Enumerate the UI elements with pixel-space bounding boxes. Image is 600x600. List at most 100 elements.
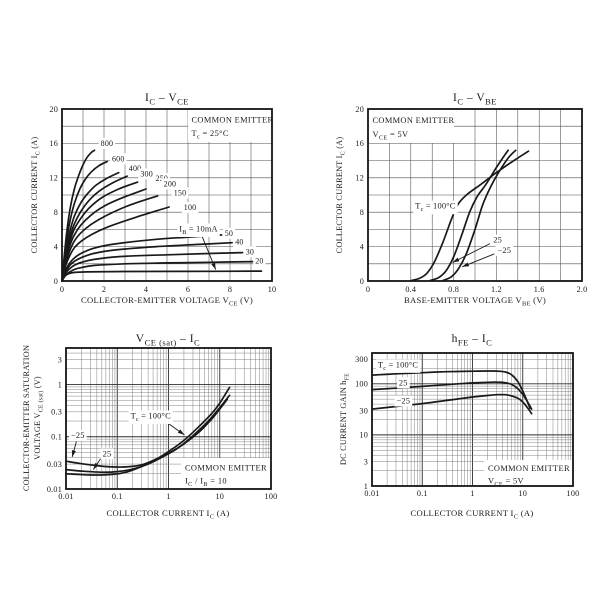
x-tick-label: 0.1 bbox=[112, 492, 123, 501]
annotation-arrow-line bbox=[452, 243, 491, 263]
plot-border bbox=[371, 352, 574, 487]
inset-conditions: COMMON EMITTER VCE = 5V bbox=[369, 110, 454, 143]
curve-Tc = 25°C bbox=[65, 394, 231, 474]
annotation: IB = 10mA bbox=[177, 223, 220, 270]
annotation-arrow-head bbox=[211, 262, 216, 270]
annotation: −25 bbox=[394, 395, 413, 407]
inset-line: VCE = 5V bbox=[488, 477, 524, 489]
chart-hfe-ic: COMMON EMITTER VCE = 5V Tc = 100°C 25 −25 0.0… bbox=[339, 333, 579, 521]
curve-label-group: 40 bbox=[233, 236, 246, 248]
curves bbox=[371, 370, 533, 415]
label-mask bbox=[128, 410, 174, 424]
x-axis-title: BASE-EMITTER VOLTAGE VBE (V) bbox=[404, 295, 546, 308]
annotation-text: −25 bbox=[71, 431, 85, 440]
label-mask bbox=[68, 430, 87, 442]
curve-IB = 30 mA bbox=[61, 251, 244, 282]
annotation: Tc = 100°C bbox=[413, 200, 458, 215]
annotation-arrow-head bbox=[71, 450, 76, 457]
plot-border bbox=[65, 347, 272, 490]
annotation-text: Tc = 100°C bbox=[131, 411, 172, 423]
x-tick-label: 4 bbox=[144, 285, 148, 294]
curve-label-group: 20 bbox=[253, 255, 266, 267]
inset-box bbox=[484, 460, 572, 485]
y-tick-label: 30 bbox=[359, 406, 368, 415]
y-tick-label: 1 bbox=[58, 380, 62, 389]
inset-line: COMMON EMITTER bbox=[488, 464, 570, 473]
y-tick-label: 3 bbox=[58, 355, 62, 364]
x-tick-label: 0 bbox=[366, 285, 370, 294]
x-tick-label: 1 bbox=[166, 492, 170, 501]
x-tick-label: 6 bbox=[186, 285, 190, 294]
y-tick-label: 0.03 bbox=[47, 460, 62, 469]
label-mask bbox=[222, 227, 236, 239]
annotation-text: 25 bbox=[399, 378, 408, 387]
curve-Tc = −25°C bbox=[371, 393, 533, 415]
label-mask bbox=[491, 234, 504, 246]
curve-label: 300 bbox=[140, 169, 153, 178]
curve-label: 40 bbox=[235, 237, 243, 246]
curve-label-group: 150 bbox=[171, 187, 189, 199]
curve-label: 150 bbox=[174, 188, 187, 197]
label-mask bbox=[375, 359, 421, 373]
y-axis-title: COLLECTOR-EMITTER SATURATION bbox=[22, 345, 31, 491]
inset-box bbox=[188, 110, 271, 142]
label-mask bbox=[233, 236, 246, 248]
label-mask bbox=[171, 187, 189, 199]
annotation-arrow-head bbox=[452, 257, 460, 263]
inset-conditions: COMMON EMITTER Tc = 25°C bbox=[188, 110, 273, 142]
label-mask bbox=[394, 395, 413, 407]
chart-vce-sat-ic: COMMON EMITTER IC / IB = 10 Tc = 100°C −25 2… bbox=[22, 333, 277, 521]
y-tick-label: 0.3 bbox=[51, 408, 62, 417]
curve-label-group: 200 bbox=[161, 178, 179, 190]
y-tick-label: 16 bbox=[49, 139, 58, 148]
x-tick-label: 10 bbox=[268, 285, 277, 294]
annotation: −25 bbox=[461, 244, 514, 268]
x-tick-label: 1 bbox=[470, 489, 474, 498]
plot-border bbox=[61, 108, 273, 282]
curve-label-group: 300 bbox=[138, 168, 155, 180]
curve-label: 600 bbox=[112, 154, 125, 163]
x-tick-label: 0.01 bbox=[58, 492, 73, 501]
y-axis-title: COLLECTOR CURRENT IC (A) bbox=[30, 137, 41, 254]
annotation: 25 bbox=[92, 448, 114, 470]
annotation: Tc = 100°C bbox=[128, 410, 185, 436]
curve-IB = 10 mA bbox=[61, 270, 263, 282]
y-tick-label: 3 bbox=[364, 457, 368, 466]
y-tick-label: 1 bbox=[364, 482, 368, 491]
chart-title: IC – VCE bbox=[145, 92, 189, 106]
curve-label: 400 bbox=[129, 164, 142, 173]
chart-title: IC – VBE bbox=[453, 92, 497, 106]
y-tick-label: 8 bbox=[54, 208, 58, 217]
annotation-arrow-head bbox=[93, 462, 99, 470]
y-tick-label: 12 bbox=[49, 174, 58, 183]
y-axis-title: DC CURRENT GAIN hFE bbox=[339, 373, 350, 465]
annotation-text: IB = 10mA bbox=[179, 224, 218, 236]
curve-Tc = 25°C bbox=[371, 381, 533, 410]
annotation: 25 bbox=[396, 377, 410, 389]
x-tick-label: 8 bbox=[228, 285, 232, 294]
curve-label-group: 100 bbox=[181, 201, 199, 213]
curve-label: 20 bbox=[255, 256, 263, 265]
x-tick-label: 0 bbox=[60, 285, 64, 294]
x-tick-label: 2.0 bbox=[577, 285, 588, 294]
annotation: 25 bbox=[452, 234, 504, 263]
plot-border bbox=[367, 108, 583, 282]
curve-label: 30 bbox=[246, 247, 254, 256]
x-tick-label: 100 bbox=[265, 492, 278, 501]
x-axis-title: COLLECTOR CURRENT IC (A) bbox=[410, 508, 533, 521]
curve-Tc = −25°C bbox=[65, 398, 229, 468]
curve-label-group: 50 bbox=[222, 227, 236, 239]
y-tick-label: 20 bbox=[49, 105, 58, 114]
curve-Tc = 100°C bbox=[371, 370, 531, 410]
annotation: −25 bbox=[68, 430, 87, 458]
label-mask bbox=[413, 200, 458, 215]
y-tick-label: 8 bbox=[360, 208, 364, 217]
chart-title: VCE (sat) – IC bbox=[136, 333, 200, 347]
inset-line: COMMON EMITTER bbox=[192, 116, 274, 125]
y-tick-label: 4 bbox=[54, 242, 58, 251]
inset-line: COMMON EMITTER bbox=[185, 464, 267, 473]
curves bbox=[61, 149, 263, 282]
curves bbox=[409, 149, 530, 282]
x-tick-label: 10 bbox=[215, 492, 224, 501]
